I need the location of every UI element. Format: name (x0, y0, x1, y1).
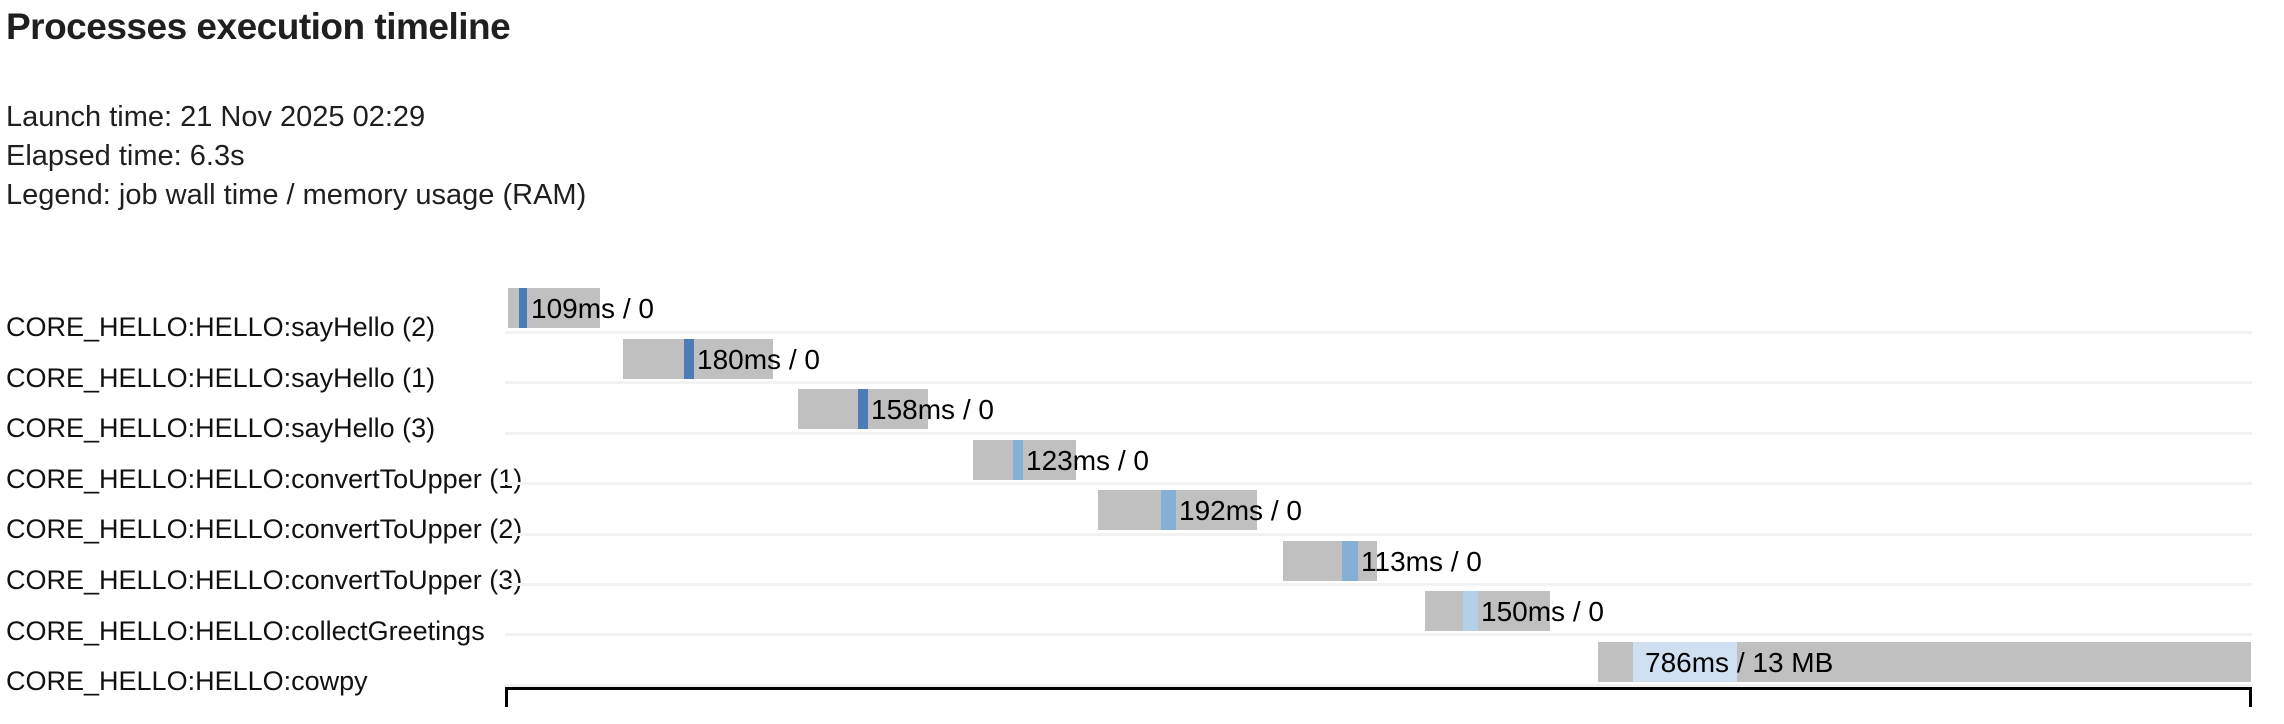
task-bar-wait[interactable] (1098, 490, 1257, 530)
process-row-label: CORE_HELLO:HELLO:sayHello (2) (6, 312, 436, 342)
task-bar-run[interactable] (519, 288, 527, 328)
row-separator (505, 633, 2252, 636)
x-axis-tick-right (2249, 687, 2252, 707)
task-bar-run[interactable] (858, 389, 868, 429)
task-bar-wait[interactable] (1283, 541, 1377, 581)
process-row-label: CORE_HELLO:HELLO:cowpy (6, 666, 368, 696)
page-title: Processes execution timeline (6, 6, 511, 47)
task-bar-label: 158ms / 0 (871, 394, 994, 425)
task-bar-wait[interactable] (973, 440, 1076, 480)
process-row-label: CORE_HELLO:HELLO:convertToUpper (2) (6, 514, 523, 544)
task-bar-label: 123ms / 0 (1026, 445, 1149, 476)
task-bar-label: 192ms / 0 (1179, 495, 1302, 526)
row-separator (505, 432, 2252, 435)
task-bar-wait[interactable] (623, 339, 773, 379)
process-row-label: CORE_HELLO:HELLO:sayHello (3) (6, 413, 436, 443)
row-separator (505, 583, 2252, 586)
report-meta: Launch time: 21 Nov 2025 02:29 Elapsed t… (6, 98, 586, 215)
process-row-label: CORE_HELLO:HELLO:collectGreetings (6, 616, 485, 646)
task-bar-run[interactable] (1342, 541, 1358, 581)
elapsed-time-text: Elapsed time: 6.3s (6, 140, 245, 172)
legend-text: Legend: job wall time / memory usage (RA… (6, 179, 587, 211)
task-bar-label: 113ms / 0 (1361, 546, 1482, 577)
launch-time-text: Launch time: 21 Nov 2025 02:29 (6, 101, 426, 133)
task-bar-run[interactable] (1013, 440, 1023, 480)
row-separator (505, 381, 2252, 384)
task-bar-run[interactable] (1633, 642, 1737, 682)
process-row-label: CORE_HELLO:HELLO:convertToUpper (1) (6, 464, 523, 494)
x-axis-line (505, 687, 2252, 690)
task-bar-run[interactable] (1463, 591, 1478, 631)
process-row-label: CORE_HELLO:HELLO:convertToUpper (3) (6, 565, 523, 595)
task-bar-label: 150ms / 0 (1481, 596, 1604, 627)
x-axis-tick-left (505, 687, 508, 707)
task-bar-label: 180ms / 0 (697, 344, 820, 375)
row-separator (505, 482, 2252, 485)
task-bar-label: 109ms / 0 (531, 293, 654, 324)
row-separator (505, 684, 2252, 687)
task-bar-label: 786ms / 13 MB (1645, 647, 1834, 678)
process-row-label: CORE_HELLO:HELLO:sayHello (1) (6, 363, 436, 393)
task-bar-run[interactable] (1161, 490, 1176, 530)
task-bar-wait[interactable] (1425, 591, 1550, 631)
task-bar-run[interactable] (684, 339, 694, 379)
row-separator (505, 533, 2252, 536)
row-separator (505, 331, 2252, 334)
